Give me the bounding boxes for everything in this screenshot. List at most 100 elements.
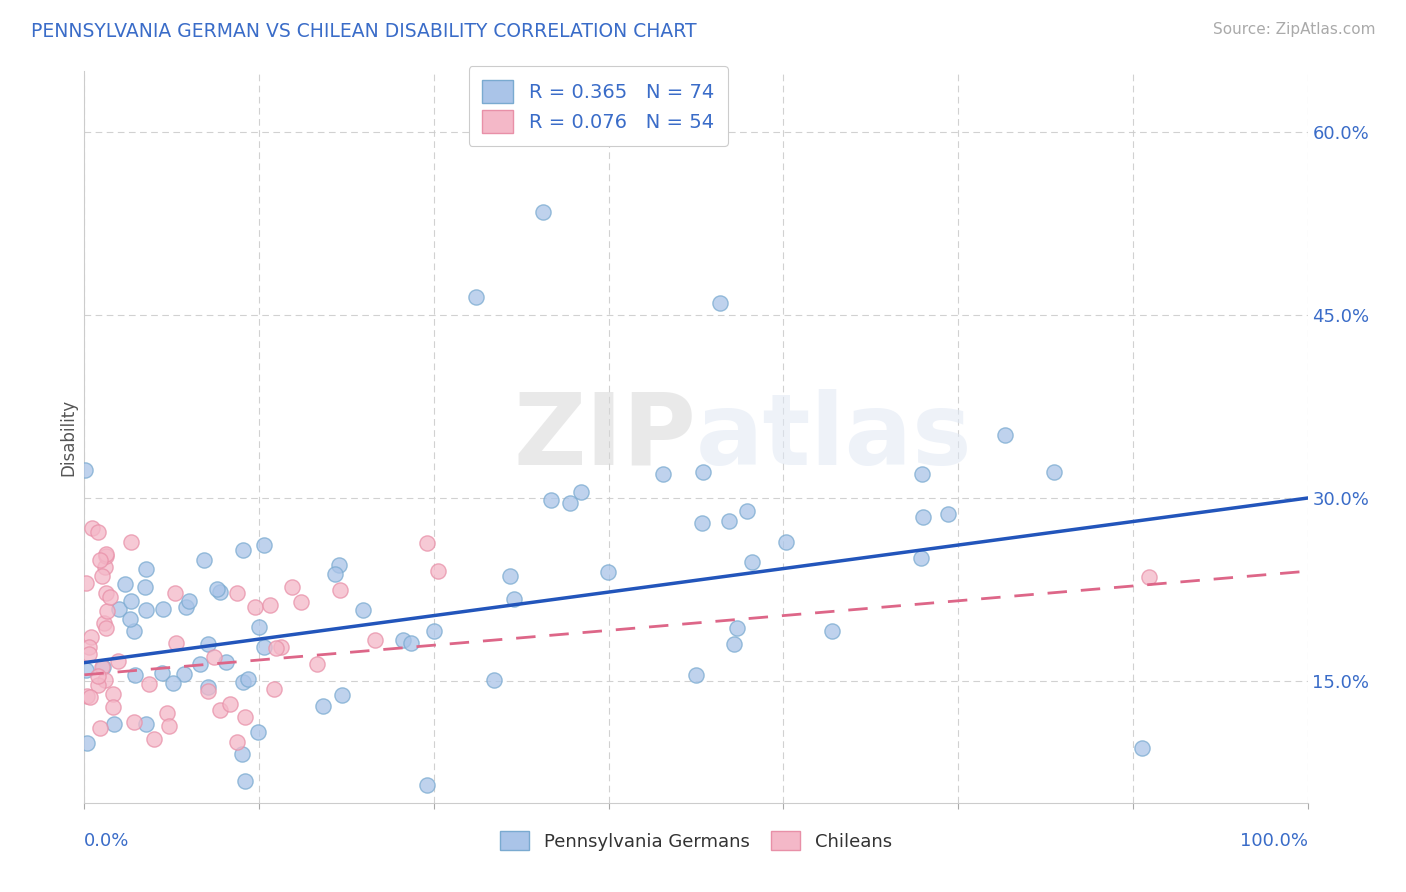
Point: [91, 568, 114, 582]
Y-axis label: Disability: Disability: [59, 399, 77, 475]
Point: [91, 660, 114, 674]
Point: [330, 688, 353, 702]
Point: [936, 508, 959, 522]
Point: [120, 594, 142, 608]
Point: [173, 667, 195, 681]
Point: [911, 509, 934, 524]
Point: [233, 774, 256, 789]
Point: [263, 681, 285, 696]
Point: [165, 636, 187, 650]
Point: [79, 690, 101, 705]
Point: [197, 680, 219, 694]
Point: [247, 620, 270, 634]
Point: [323, 567, 346, 582]
Point: [233, 710, 256, 724]
Point: [122, 714, 145, 729]
Point: [209, 585, 232, 599]
Point: [259, 598, 281, 612]
Point: [312, 699, 335, 714]
Point: [77, 648, 100, 662]
Point: [134, 580, 156, 594]
Point: [76, 736, 98, 750]
Point: [540, 493, 562, 508]
Point: [910, 550, 932, 565]
Point: [219, 697, 242, 711]
Point: [122, 624, 145, 638]
Text: 0.0%: 0.0%: [84, 832, 129, 850]
Point: [94, 559, 117, 574]
Point: [264, 640, 287, 655]
Point: [253, 538, 276, 552]
Point: [718, 514, 741, 528]
Point: [225, 586, 247, 600]
Text: PENNSYLVANIA GERMAN VS CHILEAN DISABILITY CORRELATION CHART: PENNSYLVANIA GERMAN VS CHILEAN DISABILIT…: [31, 22, 696, 41]
Point: [75, 575, 97, 590]
Point: [775, 535, 797, 549]
Point: [107, 654, 129, 668]
Legend: Pennsylvania Germans, Chileans: Pennsylvania Germans, Chileans: [491, 822, 901, 860]
Point: [150, 665, 173, 680]
Point: [80, 630, 103, 644]
Point: [253, 640, 276, 655]
Point: [725, 621, 748, 635]
Point: [205, 582, 228, 596]
Point: [101, 687, 124, 701]
Point: [165, 585, 187, 599]
Point: [328, 558, 350, 573]
Point: [426, 564, 449, 578]
Point: [176, 600, 198, 615]
Point: [1042, 465, 1064, 479]
Point: [208, 703, 231, 717]
Text: ZIP: ZIP: [513, 389, 696, 485]
Point: [114, 577, 136, 591]
Point: [93, 615, 115, 630]
Point: [232, 675, 254, 690]
Point: [162, 676, 184, 690]
Point: [531, 204, 554, 219]
Point: [464, 290, 486, 304]
Point: [96, 549, 118, 563]
Point: [94, 547, 117, 561]
Point: [270, 640, 292, 654]
Point: [247, 725, 270, 739]
Point: [188, 657, 211, 671]
Point: [75, 663, 97, 677]
Point: [87, 678, 110, 692]
Point: [305, 657, 328, 672]
Point: [89, 721, 111, 735]
Text: Source: ZipAtlas.com: Source: ZipAtlas.com: [1212, 22, 1375, 37]
Point: [503, 591, 526, 606]
Point: [96, 586, 118, 600]
Point: [135, 603, 157, 617]
Point: [94, 673, 117, 687]
Point: [108, 602, 131, 616]
Point: [499, 569, 522, 583]
Point: [652, 467, 675, 482]
Point: [236, 672, 259, 686]
Point: [243, 599, 266, 614]
Point: [1132, 740, 1154, 755]
Point: [135, 561, 157, 575]
Point: [98, 591, 121, 605]
Point: [598, 566, 620, 580]
Point: [197, 637, 219, 651]
Point: [80, 521, 103, 535]
Point: [692, 466, 714, 480]
Point: [558, 496, 581, 510]
Text: atlas: atlas: [696, 389, 973, 485]
Point: [290, 595, 312, 609]
Point: [142, 731, 165, 746]
Point: [91, 659, 114, 673]
Point: [482, 673, 505, 688]
Point: [73, 463, 96, 477]
Point: [124, 667, 146, 681]
Point: [155, 706, 177, 720]
Point: [202, 650, 225, 665]
Point: [231, 747, 253, 761]
Point: [352, 602, 374, 616]
Point: [89, 553, 111, 567]
Point: [197, 684, 219, 698]
Point: [79, 640, 101, 655]
Point: [821, 624, 844, 638]
Point: [87, 525, 110, 540]
